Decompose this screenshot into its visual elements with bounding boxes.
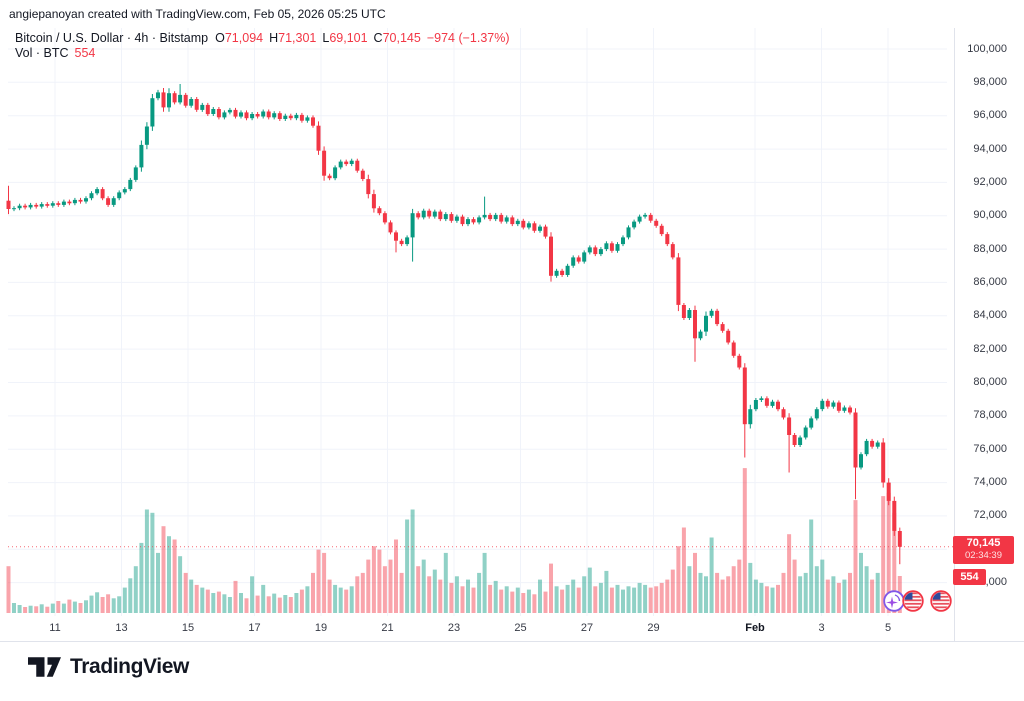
y-axis-label: 98,000	[973, 75, 1007, 88]
ohlc-close-value: 70,145	[382, 31, 421, 45]
x-axis-label: 21	[381, 622, 394, 634]
us-flag-icon[interactable]	[902, 590, 924, 612]
ohlc-open-label: O	[215, 31, 225, 45]
y-axis-label: 94,000	[973, 142, 1007, 155]
y-axis-label: 78,000	[973, 409, 1007, 422]
attribution-text: angiepanoyan created with TradingView.co…	[9, 7, 386, 21]
x-axis-label: 27	[580, 622, 594, 634]
x-axis-label: 3	[818, 622, 825, 634]
tradingview-logo[interactable]: TradingView	[28, 654, 189, 680]
y-axis-label: 90,000	[973, 209, 1007, 222]
x-axis-label: 11	[49, 622, 61, 634]
ohlc-low-value: 69,101	[329, 31, 368, 45]
y-axis-label: 80,000	[973, 376, 1007, 388]
x-axis-label: 13	[115, 622, 128, 634]
volume-label: 554	[953, 569, 986, 585]
y-axis-label: 96,000	[973, 109, 1007, 122]
volume-row-value: 554	[74, 46, 96, 60]
y-axis-label: 72,000	[973, 509, 1007, 522]
x-axis-label: 25	[514, 622, 527, 634]
x-axis-label: 17	[248, 622, 261, 634]
y-axis-label: 100,000	[967, 42, 1007, 55]
y-axis-label: 74,000	[973, 476, 1007, 489]
y-axis-label: 92,000	[973, 175, 1007, 188]
ohlc-low-label: L	[322, 31, 330, 45]
ai-sparkle-icon[interactable]	[883, 590, 905, 612]
volume-row-label[interactable]: Vol · BTC	[15, 46, 69, 60]
y-axis-label: 86,000	[973, 275, 1007, 288]
ohlc-open-value: 71,094	[224, 31, 264, 45]
y-axis-label: 84,000	[973, 309, 1007, 322]
us-flag-icon[interactable]	[930, 590, 952, 612]
symbol-title[interactable]: Bitcoin / U.S. Dollar · 4h · Bitstamp	[15, 31, 209, 45]
x-axis-label: 29	[647, 622, 660, 634]
change-value: −974 (−1.37%)	[426, 31, 510, 45]
bar-countdown: 02:34:39	[965, 550, 1002, 561]
x-axis-label: 23	[447, 622, 461, 634]
tradingview-logo-mark-icon	[28, 657, 61, 677]
tradingview-logo-text: TradingView	[70, 655, 189, 678]
x-axis-label: Feb	[745, 622, 765, 634]
y-axis-label: 82,000	[973, 342, 1007, 355]
ohlc-high-label: H	[269, 31, 279, 45]
ohlc-high-value: 71,301	[278, 31, 317, 45]
symbol-legend: Bitcoin / U.S. Dollar · 4h · Bitstamp O71…	[15, 31, 510, 61]
y-axis-label: 76,000	[973, 442, 1007, 455]
x-axis-label: 19	[314, 622, 328, 634]
price-label: 70,145 02:34:39	[953, 536, 1014, 564]
last-price-value: 70,145	[966, 537, 1001, 549]
y-axis-label: 88,000	[973, 242, 1007, 255]
x-axis-label: 5	[884, 622, 892, 634]
ohlc-close-label: C	[373, 31, 383, 45]
x-axis-label: 15	[181, 622, 195, 634]
